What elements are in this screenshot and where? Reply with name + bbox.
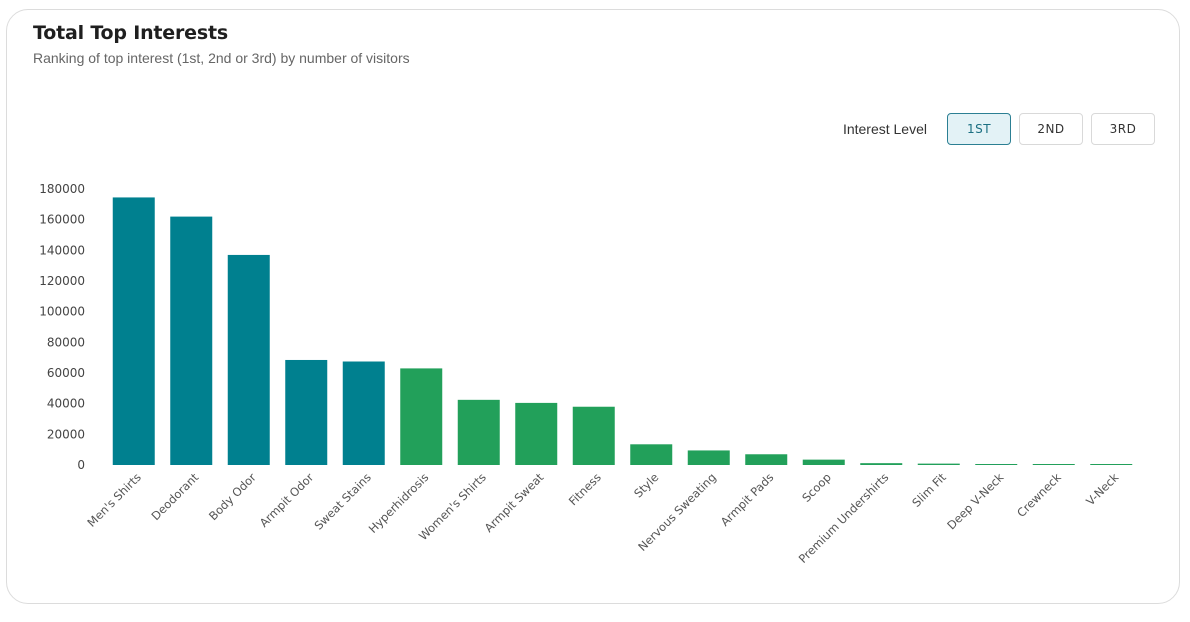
y-tick-label: 20000 [47,427,85,441]
y-tick-label: 60000 [47,366,85,380]
y-tick-label: 120000 [39,274,85,288]
x-category-label: Crewneck [1014,470,1064,520]
bar[interactable] [630,444,673,465]
x-category-label: Slim Fit [909,470,949,510]
bar[interactable] [572,406,615,465]
level-2nd-button[interactable]: 2ND [1019,113,1083,145]
x-category-label: Armpit Pads [718,470,777,529]
x-category-label: Scoop [799,470,834,505]
bar[interactable] [1032,464,1075,465]
bar[interactable] [400,368,443,465]
y-tick-label: 180000 [39,182,85,196]
bar[interactable] [112,197,155,465]
x-category-label: Armpit Sweat [482,470,547,535]
level-3rd-button[interactable]: 3RD [1091,113,1155,145]
y-tick-label: 100000 [39,305,85,319]
x-category-label: Body Odor [206,470,259,523]
bar[interactable] [515,402,558,465]
bar[interactable] [285,359,328,465]
x-category-label: Style [631,470,661,500]
x-category-label: Men's Shirts [84,470,143,529]
x-category-label: Deodorant [148,470,201,523]
bar[interactable] [1090,464,1133,465]
y-tick-label: 0 [77,458,85,472]
level-1st-button[interactable]: 1ST [947,113,1011,145]
y-tick-label: 80000 [47,335,85,349]
bar[interactable] [975,464,1018,465]
bar[interactable] [860,463,903,465]
y-tick-label: 40000 [47,397,85,411]
bar[interactable] [457,399,500,465]
interest-level-controls: Interest Level 1ST 2ND 3RD [843,113,1155,145]
y-tick-label: 160000 [39,213,85,227]
x-category-label: Hyperhidrosis [366,470,432,536]
bar[interactable] [227,254,270,465]
x-category-label: Fitness [566,470,604,508]
bar[interactable] [745,454,788,465]
bar[interactable] [342,361,385,466]
interest-level-label: Interest Level [842,121,927,137]
bar[interactable] [170,216,213,465]
x-category-label: Armpit Odor [257,470,317,530]
bar[interactable] [917,463,960,465]
bar[interactable] [802,459,845,465]
chart-subtitle: Ranking of top interest (1st, 2nd or 3rd… [33,50,410,66]
y-tick-label: 140000 [39,243,85,257]
x-category-label: Sweat Stains [311,470,373,532]
x-category-label: Deep V-Neck [944,470,1006,532]
chart-title: Total Top Interests [33,22,228,44]
bar[interactable] [687,450,730,465]
x-category-label: V-Neck [1083,470,1121,508]
